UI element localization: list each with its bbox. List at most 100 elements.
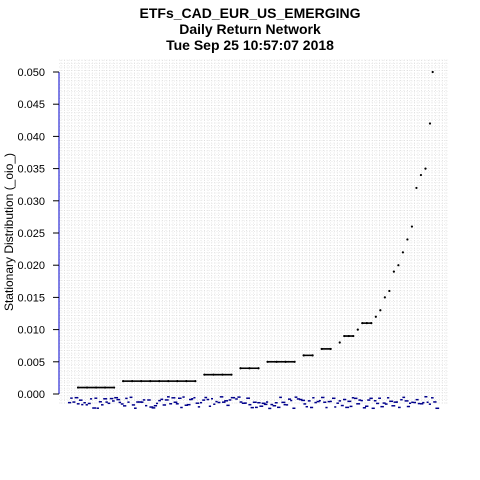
node-label-mark <box>136 401 140 403</box>
data-point <box>424 167 427 170</box>
data-point <box>379 309 382 312</box>
node-label-mark <box>354 397 358 400</box>
node-label-mark <box>422 401 425 404</box>
node-label-mark <box>142 399 146 401</box>
node-label-mark <box>118 401 122 404</box>
data-point <box>397 264 400 267</box>
title-line-3: Tue Sep 25 10:57:07 2018 <box>166 37 334 53</box>
node-label-mark <box>173 401 178 403</box>
title-line-2: Daily Return Network <box>179 21 321 37</box>
node-label-mark <box>268 407 272 410</box>
node-label-mark <box>230 396 235 399</box>
node-label-mark <box>120 403 124 405</box>
node-label-mark <box>180 406 183 409</box>
node-label-mark <box>294 396 298 398</box>
node-label-mark <box>219 396 224 398</box>
node-label-mark <box>129 396 133 399</box>
y-tick-label: 0.020 <box>17 260 45 272</box>
node-label-mark <box>178 397 182 400</box>
data-point <box>431 70 434 74</box>
node-label-mark <box>279 396 282 399</box>
node-label-mark <box>400 398 403 401</box>
node-label-mark <box>101 404 104 406</box>
y-tick-label: 0.030 <box>17 196 45 208</box>
node-label-mark <box>292 407 296 410</box>
node-label-mark <box>283 403 286 406</box>
node-label-mark <box>85 404 88 406</box>
node-label-mark <box>349 405 353 408</box>
data-point <box>356 328 359 331</box>
node-label-mark <box>327 400 331 403</box>
node-label-mark <box>299 398 303 401</box>
node-label-mark <box>248 403 252 406</box>
node-label-mark <box>329 400 332 403</box>
data-point <box>406 238 409 241</box>
node-label-mark <box>184 404 188 406</box>
node-label-mark <box>310 406 314 409</box>
data-point-run <box>370 322 373 325</box>
node-label-mark <box>169 403 173 405</box>
node-label-mark <box>250 406 254 409</box>
node-label-mark <box>263 403 268 406</box>
node-label-mark <box>72 401 76 403</box>
y-tick-label: 0.040 <box>17 131 45 143</box>
node-label-mark <box>83 401 86 404</box>
node-label-mark <box>290 399 293 402</box>
data-point <box>401 251 405 254</box>
node-label-mark <box>358 399 362 401</box>
node-label-mark <box>318 399 321 402</box>
node-label-mark <box>68 401 72 404</box>
node-label-mark <box>167 396 170 398</box>
node-label-mark <box>321 396 325 399</box>
node-label-mark <box>241 402 246 404</box>
data-point-run <box>112 386 115 389</box>
node-label-mark <box>343 398 347 401</box>
node-label-mark <box>433 401 437 403</box>
node-label-mark <box>312 397 315 399</box>
node-label-mark <box>325 406 328 409</box>
data-point-run <box>329 348 332 350</box>
node-label-mark <box>365 405 369 407</box>
node-label-mark <box>380 405 384 408</box>
y-tick-label: 0.000 <box>17 389 45 401</box>
node-label-mark <box>224 400 229 402</box>
node-label-mark <box>195 402 200 404</box>
node-label-mark <box>92 407 97 409</box>
node-label-mark <box>156 402 159 405</box>
node-label-mark <box>367 399 371 401</box>
node-label-mark <box>281 401 286 404</box>
node-label-mark <box>261 402 266 405</box>
node-label-mark <box>114 396 119 399</box>
node-label-mark <box>257 401 261 404</box>
node-label-mark <box>274 402 278 404</box>
node-label-mark <box>79 399 83 401</box>
node-label-mark <box>255 406 258 409</box>
node-label-mark <box>384 403 388 405</box>
node-label-mark <box>125 397 128 400</box>
y-tick-label: 0.050 <box>17 67 45 79</box>
node-label-mark <box>336 402 339 404</box>
data-point <box>428 122 432 125</box>
node-label-mark <box>162 404 167 406</box>
node-label-mark <box>323 401 327 403</box>
data-point <box>415 186 418 190</box>
data-point-run <box>257 367 260 370</box>
node-label-mark <box>171 397 176 399</box>
y-tick-label: 0.025 <box>17 228 45 240</box>
data-point <box>419 173 423 177</box>
node-label-mark <box>208 405 212 407</box>
node-label-mark <box>259 405 264 407</box>
node-label-mark <box>215 400 218 403</box>
node-label-mark <box>197 406 201 408</box>
node-label-mark <box>186 403 191 406</box>
data-point-run <box>230 373 232 376</box>
y-tick-label: 0.010 <box>17 325 45 337</box>
title-line-1: ETFs_CAD_EUR_US_EMERGING <box>140 5 361 21</box>
node-label-mark <box>149 406 154 408</box>
node-label-mark <box>301 399 306 402</box>
node-label-mark <box>200 401 203 404</box>
node-label-mark <box>182 396 185 398</box>
node-label-mark <box>360 399 363 402</box>
data-point-run <box>311 354 314 357</box>
